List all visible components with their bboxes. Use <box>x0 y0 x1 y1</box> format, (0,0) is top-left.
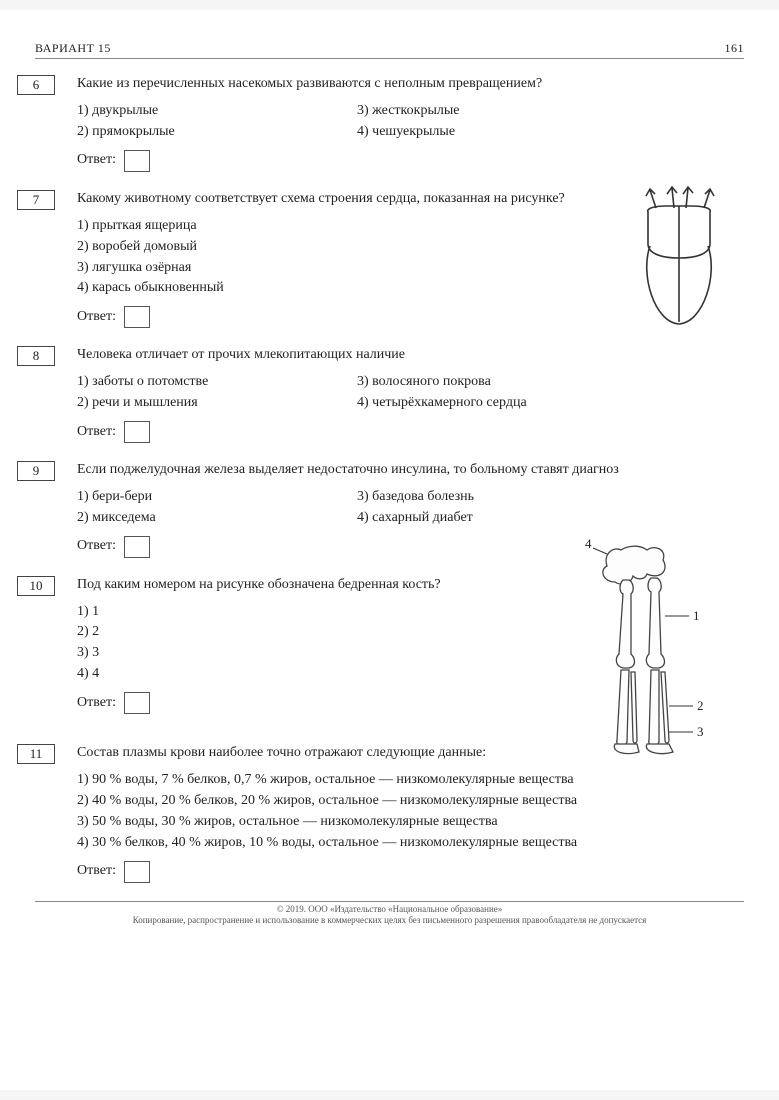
answer-row: Ответ: <box>77 861 726 883</box>
variant-label: ВАРИАНТ 15 <box>35 40 111 56</box>
option: 4) чешуекрылые <box>357 123 726 142</box>
question-10: 10 Под каким номером на рисунке обозначе… <box>35 576 744 714</box>
option: 1) прыткая ящерица <box>77 217 586 236</box>
question-6: 6 Какие из перечисленных насекомых разви… <box>35 75 744 172</box>
options: 1) заботы о потомстве 3) волосяного покр… <box>77 373 726 413</box>
question-number: 6 <box>17 75 55 95</box>
question-number: 8 <box>17 346 55 366</box>
diagram-label: 3 <box>697 724 704 739</box>
answer-label: Ответ: <box>77 537 116 556</box>
question-number: 10 <box>17 576 55 596</box>
question-number: 7 <box>17 190 55 210</box>
question-11: 11 Состав плазмы крови наиболее точно от… <box>35 744 744 882</box>
leg-bones-diagram: 4 1 2 3 <box>581 536 731 773</box>
answer-label: Ответ: <box>77 151 116 170</box>
answer-label: Ответ: <box>77 308 116 327</box>
question-text: Состав плазмы крови наиболее точно отраж… <box>77 744 726 763</box>
question-text: Какие из перечисленных насекомых развива… <box>77 75 726 94</box>
answer-box[interactable] <box>124 306 150 328</box>
option: 1) 90 % воды, 7 % белков, 0,7 % жиров, о… <box>77 771 726 790</box>
page-header: ВАРИАНТ 15 161 <box>35 40 744 59</box>
options: 1) 1 2) 2 3) 3 4) 4 <box>77 603 566 685</box>
page: ВАРИАНТ 15 161 6 Какие из перечисленных … <box>0 10 779 1090</box>
option: 2) воробей домовый <box>77 238 586 257</box>
answer-label: Ответ: <box>77 862 116 881</box>
answer-row: Ответ: <box>77 692 566 714</box>
option: 2) 40 % воды, 20 % белков, 20 % жиров, о… <box>77 792 726 811</box>
option: 1) 1 <box>77 603 566 622</box>
option: 1) бери-бери <box>77 488 357 507</box>
option: 1) двукрылые <box>77 102 357 121</box>
option: 3) базедова болезнь <box>357 488 726 507</box>
question-text: Человека отличает от прочих млекопитающи… <box>77 346 726 365</box>
answer-row: Ответ: <box>77 150 726 172</box>
option: 4) сахарный диабет <box>357 509 726 528</box>
question-text: Если поджелудочная железа выделяет недос… <box>77 461 726 480</box>
question-8: 8 Человека отличает от прочих млекопитаю… <box>35 346 744 443</box>
options: 1) бери-бери 3) базедова болезнь 2) микс… <box>77 488 726 528</box>
answer-box[interactable] <box>124 150 150 172</box>
option: 4) 4 <box>77 665 566 684</box>
answer-label: Ответ: <box>77 423 116 442</box>
option: 3) жесткокрылые <box>357 102 726 121</box>
option: 4) четырёхкамерного сердца <box>357 394 726 413</box>
copyright-notice: Копирование, распространение и использов… <box>35 915 744 926</box>
question-text: Какому животному соответствует схема стр… <box>77 190 586 209</box>
option: 2) 2 <box>77 623 566 642</box>
option: 3) волосяного покрова <box>357 373 726 392</box>
answer-label: Ответ: <box>77 694 116 713</box>
question-7: 7 Какому животному соответствует схема с… <box>35 190 744 328</box>
heart-diagram <box>626 184 731 341</box>
answer-row: Ответ: <box>77 421 726 443</box>
answer-box[interactable] <box>124 861 150 883</box>
options: 1) двукрылые 3) жесткокрылые 2) прямокры… <box>77 102 726 142</box>
option: 2) прямокрылые <box>77 123 357 142</box>
option: 3) 3 <box>77 644 566 663</box>
options: 1) 90 % воды, 7 % белков, 0,7 % жиров, о… <box>77 771 726 853</box>
option: 3) 50 % воды, 30 % жиров, остальное — ни… <box>77 813 726 832</box>
footer: © 2019. ООО «Издательство «Национальное … <box>35 904 744 927</box>
copyright-line: © 2019. ООО «Издательство «Национальное … <box>35 904 744 915</box>
question-text: Под каким номером на рисунке обозначена … <box>77 576 566 595</box>
diagram-label: 2 <box>697 698 704 713</box>
answer-box[interactable] <box>124 692 150 714</box>
options: 1) прыткая ящерица 2) воробей домовый 3)… <box>77 217 586 299</box>
option: 4) карась обыкновенный <box>77 279 586 298</box>
page-number: 161 <box>725 40 745 56</box>
option: 2) микседема <box>77 509 357 528</box>
option: 2) речи и мышления <box>77 394 357 413</box>
answer-row: Ответ: <box>77 306 586 328</box>
answer-box[interactable] <box>124 421 150 443</box>
diagram-label: 1 <box>693 608 700 623</box>
question-number: 11 <box>17 744 55 764</box>
footer-rule <box>35 901 744 902</box>
option: 3) лягушка озёрная <box>77 259 586 278</box>
option: 4) 30 % белков, 40 % жиров, 10 % воды, о… <box>77 834 726 853</box>
diagram-label: 4 <box>585 536 592 551</box>
answer-box[interactable] <box>124 536 150 558</box>
option: 1) заботы о потомстве <box>77 373 357 392</box>
question-number: 9 <box>17 461 55 481</box>
